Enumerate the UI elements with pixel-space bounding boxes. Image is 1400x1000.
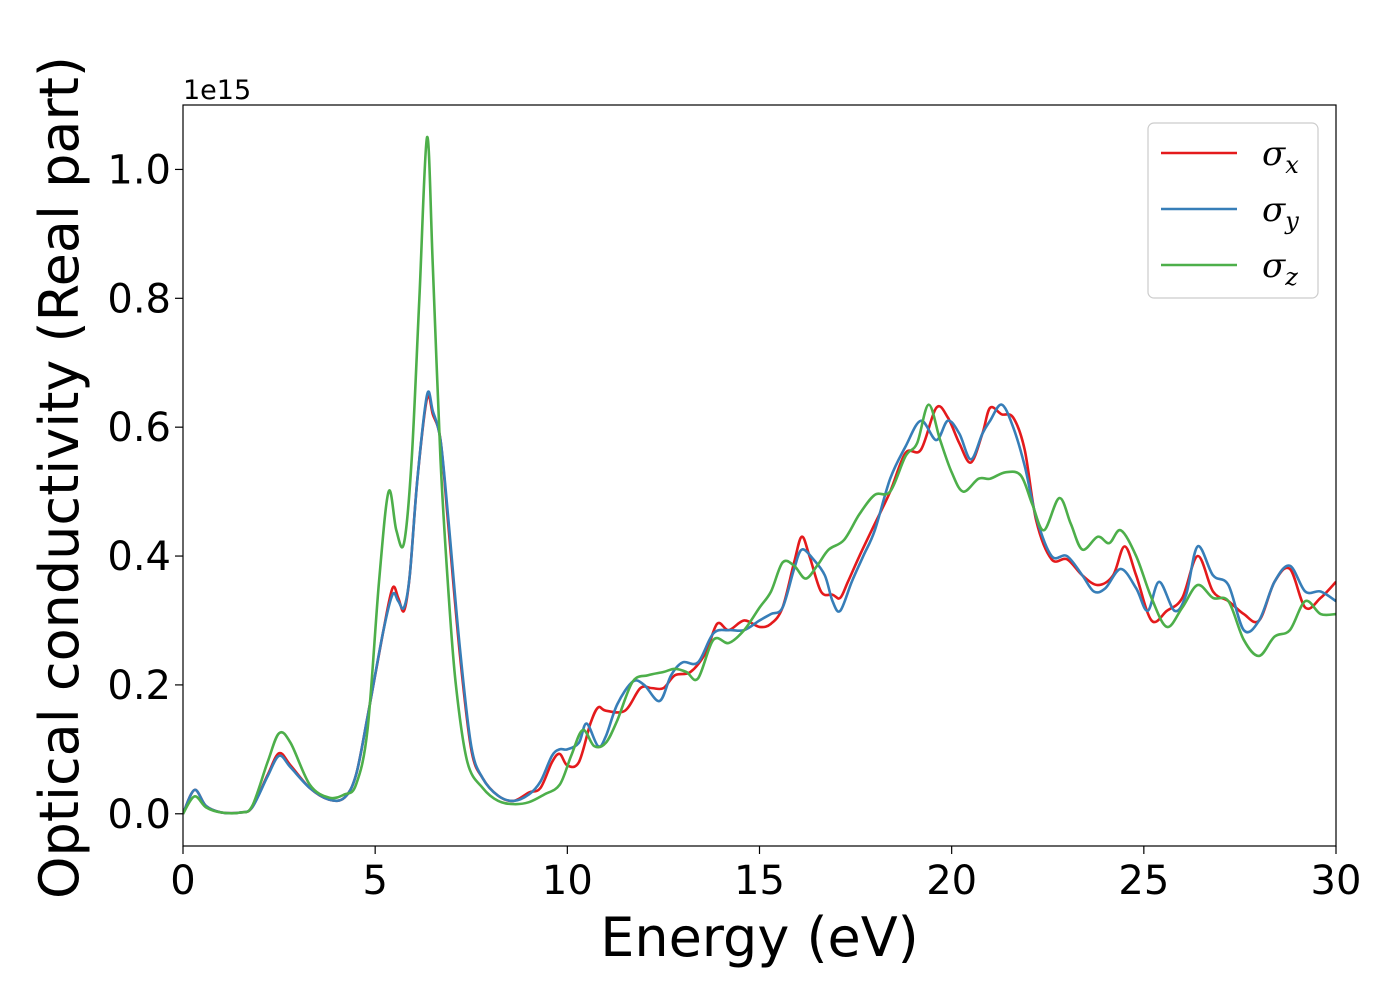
plot-area: [183, 135, 1336, 815]
y-tick-label: 0.8: [107, 276, 171, 322]
x-tick-label: 10: [542, 858, 593, 904]
x-tick-label: 30: [1311, 858, 1362, 904]
x-tick-label: 5: [362, 858, 387, 904]
x-tick-label: 20: [926, 858, 977, 904]
legend-box: [1147, 122, 1319, 299]
legend: σx σy σz: [1147, 122, 1319, 299]
legend-label-y: σy: [1262, 190, 1299, 235]
x-tick-label: 15: [734, 858, 785, 904]
tick-marks: [175, 168, 1337, 854]
y-tick-label: 0.4: [107, 534, 171, 580]
y-axis-label: Optical conductivity (Real part): [28, 56, 91, 899]
y-tick-label: 0.6: [107, 405, 171, 451]
x-axis-label: Energy (eV): [600, 906, 919, 969]
y-tick-label: 0.2: [107, 663, 171, 709]
legend-label-z: σz: [1262, 246, 1298, 291]
series-line-y: [183, 390, 1336, 815]
y-axis-offset-label: 1e15: [183, 75, 251, 106]
legend-label-x: σx: [1262, 134, 1299, 179]
y-tick-label: 0.0: [107, 792, 171, 838]
x-tick-label: 25: [1118, 858, 1169, 904]
series-line-z: [183, 135, 1336, 815]
x-tick-label: 0: [170, 858, 195, 904]
series-line-x: [183, 393, 1336, 815]
y-tick-label: 1.0: [107, 147, 171, 193]
